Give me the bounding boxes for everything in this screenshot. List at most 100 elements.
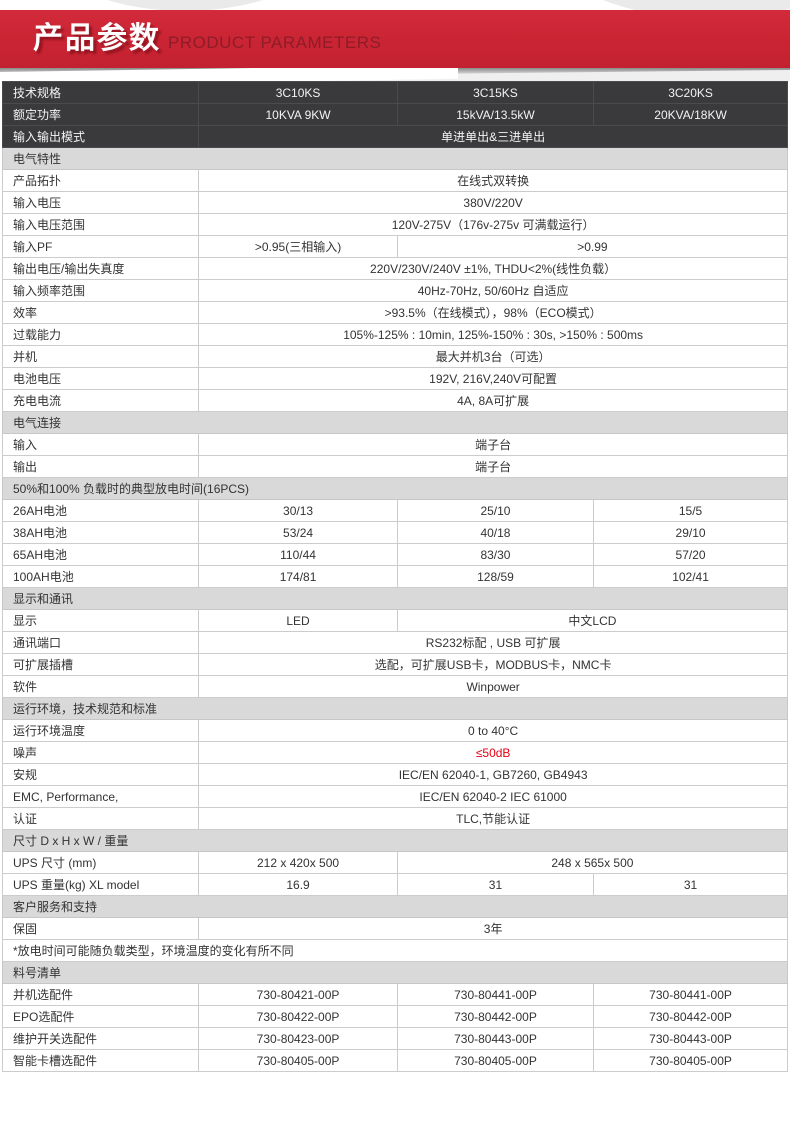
spec-value-cell: 730-80405-00P [198,1049,398,1072]
spec-value-cell: 最大并机3台（可选） [198,345,788,368]
spec-label-cell: 输入PF [1,235,200,258]
table-row: 保固 3年 [1,917,788,940]
spec-label-cell: EPO选配件 [1,1005,200,1028]
spec-value-cell: TLC,节能认证 [198,807,788,830]
spec-label-cell: 保固 [1,917,200,940]
spec-value-cell: 730-80443-00P [396,1027,595,1050]
spec-value-cell: 单进单出&三进单出 [198,125,788,148]
spec-value-cell: 730-80405-00P [593,1049,788,1072]
table-row: 智能卡槽选配件 730-80405-00P 730-80405-00P 730-804… [1,1049,788,1072]
spec-value-cell: 730-80422-00P [198,1005,398,1028]
spec-value-cell: RS232标配 , USB 可扩展 [198,631,788,654]
spec-label-cell: 并机选配件 [1,983,200,1006]
spec-value-cell: 102/41 [593,565,788,588]
spec-label-cell: 充电电流 [1,389,200,412]
spec-value-cell: Winpower [198,675,788,698]
spec-value-cell: 730-80442-00P [396,1005,595,1028]
spec-value-cell: 212 x 420x 500 [198,851,398,874]
table-row: 产品拓扑 在线式双转换 [1,169,788,192]
section-header-row: 电气连接 [2,411,788,434]
page-title: 产品参数 [33,22,161,55]
model-header-row: 技术规格 3C10KS 3C15KS 3C20KS [1,81,788,104]
spec-label-cell: UPS 尺寸 (mm) [1,851,200,874]
section-header-row: 运行环境，技术规范和标准 [2,697,788,720]
spec-value-cell: 174/81 [198,565,398,588]
spec-value-cell: 31 [396,873,595,896]
spec-label-cell: 65AH电池 [1,543,200,566]
spec-value-cell: 3年 [198,917,788,940]
section-title-cell: 50%和100% 负载时的典型放电时间(16PCS) [2,477,788,500]
spec-label-cell: 运行环境温度 [1,719,200,742]
spec-value-cell: 25/10 [396,499,595,522]
spec-label-cell: 技术规格 [1,81,200,104]
model-header-row: 输入输出模式 单进单出&三进单出 [1,125,788,148]
spec-value-cell: 16.9 [198,873,398,896]
table-row: 可扩展插槽 选配，可扩展USB卡，MODBUS卡，NMC卡 [1,653,788,676]
table-row: 认证 TLC,节能认证 [1,807,788,830]
spec-value-cell: 选配，可扩展USB卡，MODBUS卡，NMC卡 [198,653,788,676]
spec-label-cell: 输入 [1,433,200,456]
spec-value-cell: 730-80441-00P [593,983,788,1006]
spec-value-cell: >0.95(三相输入) [198,235,398,258]
table-row: 输出 端子台 [1,455,788,478]
spec-label-cell: 输入输出模式 [1,125,200,148]
decorative-arc [45,0,325,10]
spec-value-cell: 20KVA/18KW [593,103,788,126]
spec-value-cell: 57/20 [593,543,788,566]
spec-label-cell: 输出电压/输出失真度 [1,257,200,280]
table-row: 效率 >93.5%（在线模式），98%（ECO模式） [1,301,788,324]
spec-value-cell: 15kVA/13.5kW [396,103,595,126]
spec-label-cell: 过载能力 [1,323,200,346]
table-row: 噪声 ≤50dB [1,741,788,764]
banner: 产品参数 PRODUCT PARAMETERS [0,10,790,68]
spec-value-cell: IEC/EN 62040-2 IEC 61000 [198,785,788,808]
section-header-row: 料号清单 [2,961,788,984]
table-row: 安规 IEC/EN 62040-1, GB7260, GB4943 [1,763,788,786]
section-header-row: 尺寸 D x H x W / 重量 [2,829,788,852]
footnote-row: *放电时间可能随负载类型，环境温度的变化有所不同 [2,939,788,962]
spec-value-cell: 3C20KS [593,81,788,104]
table-row: 38AH电池 53/24 40/18 29/10 [1,521,788,544]
spec-label-cell: 智能卡槽选配件 [1,1049,200,1072]
spec-value-cell: 29/10 [593,521,788,544]
spec-value-cell: 380V/220V [198,191,788,214]
spec-value-cell: 4A, 8A可扩展 [198,389,788,412]
spec-label-cell: 效率 [1,301,200,324]
spec-label-cell: 38AH电池 [1,521,200,544]
table-row: EPO选配件 730-80422-00P 730-80442-00P 730-8044… [1,1005,788,1028]
spec-table-body: 技术规格 3C10KS 3C15KS 3C20KS 额定功率 10KVA 9KW 15kVA… [1,81,789,1072]
table-row: 输入电压 380V/220V [1,191,788,214]
spec-value-cell: 40Hz-70Hz, 50/60Hz 自适应 [198,279,788,302]
spec-value-cell: 40/18 [396,521,595,544]
spec-label-cell: 电池电压 [1,367,200,390]
spec-value-cell: >0.99 [396,235,789,258]
section-title-cell: 客户服务和支持 [2,895,788,918]
spec-label-cell: 认证 [1,807,200,830]
table-row: 输入频率范围 40Hz-70Hz, 50/60Hz 自适应 [1,279,788,302]
table-row: 显示 LED 中文LCD [1,609,789,632]
spec-label-cell: 输出 [1,455,200,478]
table-row: 26AH电池 30/13 25/10 15/5 [1,499,788,522]
spec-value-cell: 730-80443-00P [593,1027,788,1050]
table-row: 通讯端口 RS232标配 , USB 可扩展 [1,631,788,654]
spec-value-cell: 105%-125% : 10min, 125%-150% : 30s, >150… [198,323,788,346]
spec-label-cell: 输入电压 [1,191,200,214]
spec-label-cell: 26AH电池 [1,499,200,522]
spec-value-cell: IEC/EN 62040-1, GB7260, GB4943 [198,763,788,786]
table-row: EMC, Performance, IEC/EN 62040-2 IEC 6100… [1,785,788,808]
spec-value-cell: 0 to 40°C [198,719,788,742]
spec-value-cell: 15/5 [593,499,788,522]
spec-value-cell: 31 [593,873,788,896]
table-row: 输入PF >0.95(三相输入) >0.99 [1,235,789,258]
spec-value-cell: 730-80421-00P [198,983,398,1006]
section-title-cell: 运行环境，技术规范和标准 [2,697,788,720]
section-title-cell: 显示和通讯 [2,587,788,610]
spec-label-cell: 维护开关选配件 [1,1027,200,1050]
section-header-row: 客户服务和支持 [2,895,788,918]
top-decoration [0,0,790,10]
spec-label-cell: 软件 [1,675,200,698]
spec-value-cell: 730-80423-00P [198,1027,398,1050]
section-title-cell: 电气特性 [2,147,788,170]
spec-label-cell: 通讯端口 [1,631,200,654]
